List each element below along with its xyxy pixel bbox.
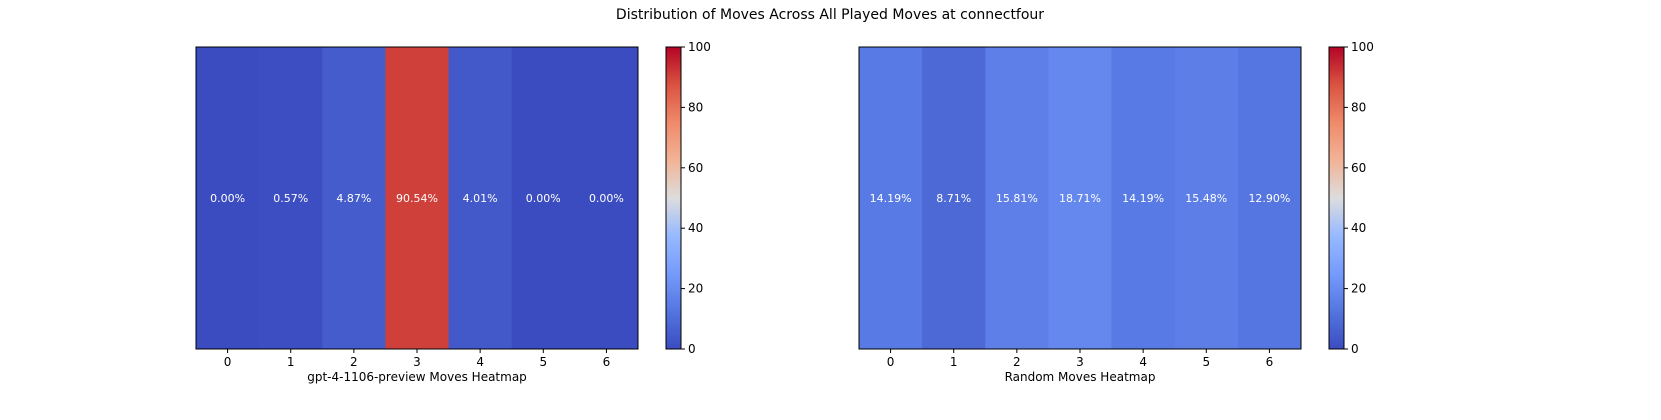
colorbar-tick-label: 80: [688, 100, 703, 114]
cell-value-label: 0.00%: [526, 192, 561, 205]
colorbar-tick-label: 100: [1351, 40, 1374, 54]
x-tick-label: 6: [1266, 355, 1274, 369]
cell-value-label: 14.19%: [1122, 192, 1164, 205]
x-tick-label: 1: [950, 355, 958, 369]
cell-value-label: 15.81%: [996, 192, 1038, 205]
colorbar-tick-label: 60: [1351, 161, 1366, 175]
heatmap-cell: [511, 47, 576, 349]
x-tick-label: 2: [1013, 355, 1021, 369]
cell-value-label: 0.00%: [210, 192, 245, 205]
colorbar-tick-label: 40: [688, 221, 703, 235]
heatmap-cell: [1111, 47, 1176, 349]
colorbar-tick-label: 0: [1351, 342, 1359, 356]
x-tick-label: 5: [1202, 355, 1210, 369]
x-tick-label: 5: [539, 355, 547, 369]
colorbar-gradient: [1328, 46, 1345, 350]
heatmap-cell: [1048, 47, 1113, 349]
heatmap-cell: [196, 47, 260, 349]
heatmap-cell: [448, 47, 513, 349]
heatmap-cell: [385, 47, 450, 349]
colorbar-tick-label: 20: [1351, 282, 1366, 296]
x-tick-label: 4: [1139, 355, 1147, 369]
colorbar-tick-label: 60: [688, 161, 703, 175]
heatmap-cell: [322, 47, 386, 349]
colorbar: 0 20 40 60 80 100: [1328, 40, 1374, 356]
colorbar-tick-label: 0: [688, 342, 696, 356]
cell-value-label: 12.90%: [1248, 192, 1290, 205]
x-tick-label: 4: [476, 355, 484, 369]
cell-value-label: 4.87%: [336, 192, 371, 205]
colorbar-tick-label: 40: [1351, 221, 1366, 235]
colorbar-tick-label: 80: [1351, 100, 1366, 114]
cell-value-label: 0.00%: [589, 192, 624, 205]
x-axis-label: gpt-4-1106-preview Moves Heatmap: [307, 370, 527, 384]
heatmap-panel-1: 14.19% 8.71% 15.81% 18.71% 14.19% 15.48% 12.90…: [858, 40, 1374, 384]
heatmap-cell: [574, 47, 639, 349]
cell-value-label: 8.71%: [936, 192, 971, 205]
colorbar-gradient: [665, 46, 682, 350]
heatmap-cell: [859, 47, 923, 349]
heatmap-cell: [985, 47, 1049, 349]
heatmap-cell: [259, 47, 323, 349]
heatmap-panel-0: 0.00% 0.57% 4.87% 90.54% 4.01% 0.00% 0.00% 0 1 2 3…: [195, 40, 711, 384]
heatmap-cell: [922, 47, 986, 349]
colorbar-tick-label: 100: [688, 40, 711, 54]
x-tick-label: 3: [413, 355, 421, 369]
heatmap-cell: [1174, 47, 1239, 349]
x-tick-label: 0: [224, 355, 232, 369]
x-tick-label: 1: [287, 355, 295, 369]
cell-value-label: 14.19%: [870, 192, 912, 205]
x-tick-label: 3: [1076, 355, 1084, 369]
x-tick-label: 6: [603, 355, 611, 369]
heatmap-cell: [1237, 47, 1302, 349]
colorbar: 0 20 40 60 80 100: [665, 40, 711, 356]
x-axis-label: Random Moves Heatmap: [1005, 370, 1156, 384]
x-tick-label: 0: [887, 355, 895, 369]
cell-value-label: 15.48%: [1185, 192, 1227, 205]
cell-value-label: 90.54%: [396, 192, 438, 205]
cell-value-label: 18.71%: [1059, 192, 1101, 205]
figure-title: Distribution of Moves Across All Played …: [616, 7, 1044, 23]
cell-value-label: 0.57%: [273, 192, 308, 205]
cell-value-label: 4.01%: [463, 192, 498, 205]
colorbar-tick-label: 20: [688, 282, 703, 296]
x-tick-label: 2: [350, 355, 358, 369]
